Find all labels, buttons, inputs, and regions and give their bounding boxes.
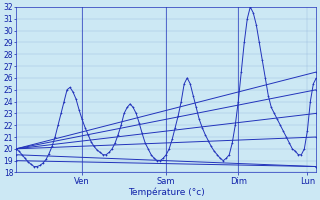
X-axis label: Température (°c): Température (°c) [128, 187, 204, 197]
